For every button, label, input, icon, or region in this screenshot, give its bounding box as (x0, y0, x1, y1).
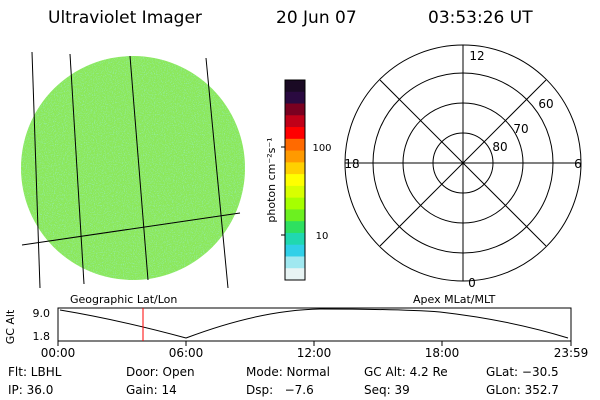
colorbar-cell (285, 174, 305, 187)
apex-panel-label: Apex MLat/MLT (413, 293, 496, 306)
ip-status: IP: 36.0 (8, 383, 54, 397)
altitude-tick-label: 1.8 (33, 330, 51, 343)
altitude-plot: GC Alt 9.0 1.8 00:00 06:00 12:00 18:00 2… (4, 307, 589, 360)
app-title: Ultraviolet Imager (48, 8, 202, 28)
colorbar-label: photon cm⁻²s⁻¹ (265, 137, 278, 222)
glon-status: GLon: 352.7 (486, 383, 559, 397)
diagonal-axis (379, 79, 547, 247)
altitude-axis-label: GC Alt (4, 309, 17, 344)
colorbar-tick-label: 100 (312, 143, 331, 154)
gain-status: Gain: 14 (126, 383, 177, 397)
mlt-label-6: 6 (574, 157, 582, 171)
colorbar-cell (285, 244, 305, 257)
colorbar-cell (285, 232, 305, 246)
geographic-image-panel (21, 51, 245, 289)
time-label: 03:53:26 UT (428, 8, 533, 28)
date-label: 20 Jun 07 (276, 8, 357, 28)
colorbar-tick-label: 10 (316, 231, 329, 242)
colorbar-cell (285, 209, 305, 222)
time-tick-label: 12:00 (297, 346, 332, 360)
meridian-line (205, 57, 229, 289)
filter-status: Flt: LBHL (8, 365, 62, 379)
colorbar-cell (285, 103, 305, 116)
colorbar-cell (285, 221, 305, 234)
colorbar-cell (285, 138, 305, 152)
time-tick-label: 18:00 (425, 346, 460, 360)
colorbar: 100 10 photon cm⁻²s⁻¹ (265, 79, 332, 281)
mlt-label-0: 0 (468, 276, 476, 290)
latitude-line (21, 212, 241, 246)
meridian-line (69, 53, 85, 285)
colorbar-cell (285, 127, 305, 140)
time-tick-label: 06:00 (169, 346, 204, 360)
colorbar-cells (285, 80, 305, 281)
altitude-tick-label: 9.0 (33, 307, 51, 320)
dsp-status: Dsp: −7.6 (246, 383, 314, 397)
colorbar-cell (285, 91, 305, 105)
geographic-panel-label: Geographic Lat/Lon (70, 293, 178, 306)
colorbar-cell (285, 197, 305, 210)
mode-status: Mode: Normal (246, 365, 330, 379)
altitude-plot-frame (57, 307, 572, 342)
colorbar-frame (284, 79, 306, 281)
altitude-curve (59, 308, 569, 339)
colorbar-cell (285, 162, 305, 175)
gc-alt-status: GC Alt: 4.2 Re (364, 365, 448, 379)
colorbar-cell (285, 185, 305, 199)
mlat-label-70: 70 (513, 122, 528, 136)
meridian-line (31, 51, 41, 289)
colorbar-cell (285, 256, 305, 269)
mlat-label-80: 80 (492, 140, 507, 154)
mlt-label-12: 12 (469, 49, 484, 63)
glat-status: GLat: −30.5 (486, 365, 559, 379)
earth-disk-texture (21, 56, 245, 280)
time-tick-label: 00:00 (41, 346, 76, 360)
meridian-line (129, 55, 149, 281)
colorbar-cell (285, 80, 305, 93)
mlat-label-60: 60 (538, 97, 553, 111)
seq-status: Seq: 39 (364, 383, 410, 397)
mlt-label-18: 18 (344, 157, 359, 171)
colorbar-cell (285, 150, 305, 163)
colorbar-cell (285, 115, 305, 128)
colorbar-cell (285, 268, 305, 281)
time-tick-label: 23:59 (554, 346, 589, 360)
door-status: Door: Open (126, 365, 195, 379)
polar-dial-panel: 12 18 6 0 60 70 80 (344, 44, 582, 290)
